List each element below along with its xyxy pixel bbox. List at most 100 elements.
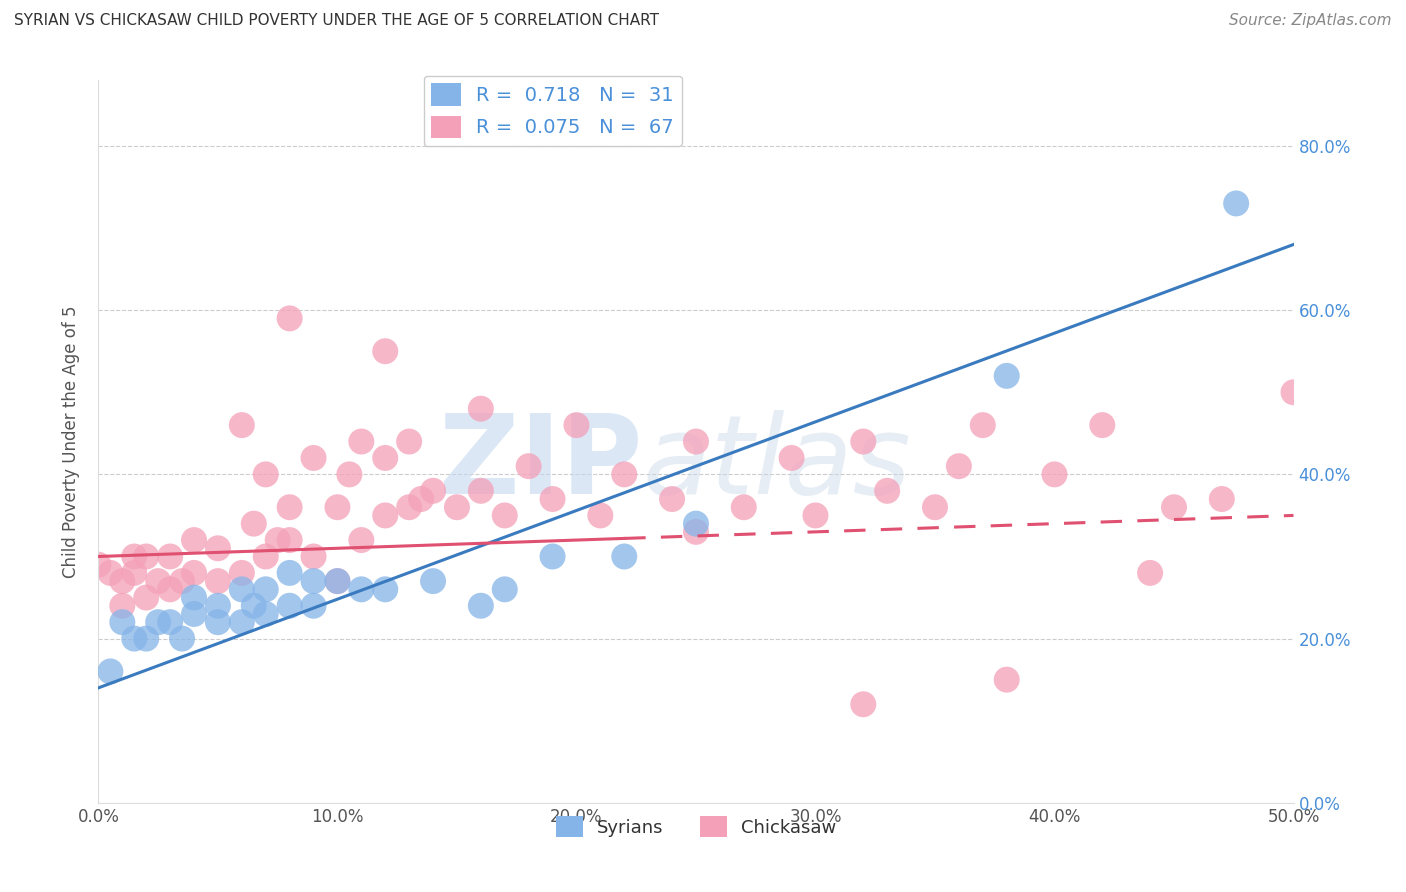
Point <box>278 599 301 613</box>
Point <box>148 615 170 630</box>
Point <box>876 483 898 498</box>
Point <box>135 591 157 605</box>
Point <box>1091 418 1114 433</box>
Point <box>1282 385 1305 400</box>
Point <box>422 483 444 498</box>
Point <box>661 491 683 506</box>
Text: atlas: atlas <box>643 409 911 516</box>
Point <box>541 491 564 506</box>
Point <box>111 615 134 630</box>
Point <box>733 500 755 515</box>
Point <box>613 467 636 482</box>
Point <box>374 344 396 359</box>
Point <box>470 401 492 416</box>
Point <box>278 311 301 326</box>
Point <box>231 615 253 630</box>
Point <box>1043 467 1066 482</box>
Point <box>302 574 325 588</box>
Point <box>398 500 420 515</box>
Point <box>111 574 134 588</box>
Point <box>685 524 707 539</box>
Point <box>326 574 349 588</box>
Point <box>98 566 122 580</box>
Point <box>1139 566 1161 580</box>
Point <box>470 483 492 498</box>
Point <box>411 491 433 506</box>
Point <box>278 533 301 547</box>
Point <box>183 607 205 621</box>
Point <box>780 450 803 465</box>
Point <box>470 599 492 613</box>
Point <box>278 566 301 580</box>
Point <box>207 541 229 556</box>
Point <box>326 574 349 588</box>
Text: SYRIAN VS CHICKASAW CHILD POVERTY UNDER THE AGE OF 5 CORRELATION CHART: SYRIAN VS CHICKASAW CHILD POVERTY UNDER … <box>14 13 659 29</box>
Point <box>124 549 146 564</box>
Point <box>172 574 194 588</box>
Point <box>302 450 325 465</box>
Point <box>422 574 444 588</box>
Point <box>565 418 588 433</box>
Point <box>541 549 564 564</box>
Point <box>87 558 110 572</box>
Point <box>1163 500 1185 515</box>
Point <box>1211 491 1233 506</box>
Point <box>159 582 181 597</box>
Point <box>494 508 516 523</box>
Point <box>207 599 229 613</box>
Point <box>231 566 253 580</box>
Point <box>148 574 170 588</box>
Point <box>589 508 612 523</box>
Point <box>254 549 277 564</box>
Point <box>494 582 516 597</box>
Point <box>183 533 205 547</box>
Point <box>135 549 157 564</box>
Point <box>302 599 325 613</box>
Point <box>135 632 157 646</box>
Point <box>159 549 181 564</box>
Point <box>326 500 349 515</box>
Text: Source: ZipAtlas.com: Source: ZipAtlas.com <box>1229 13 1392 29</box>
Point <box>350 533 373 547</box>
Point <box>924 500 946 515</box>
Point <box>207 574 229 588</box>
Point <box>446 500 468 515</box>
Point <box>243 516 266 531</box>
Point <box>1225 196 1247 211</box>
Point <box>613 549 636 564</box>
Point <box>254 607 277 621</box>
Point <box>350 434 373 449</box>
Point <box>183 566 205 580</box>
Point <box>517 459 540 474</box>
Point <box>350 582 373 597</box>
Point <box>302 549 325 564</box>
Point <box>995 368 1018 383</box>
Point <box>231 582 253 597</box>
Point <box>948 459 970 474</box>
Point <box>374 508 396 523</box>
Point <box>98 665 122 679</box>
Point <box>685 434 707 449</box>
Point <box>374 582 396 597</box>
Point <box>172 632 194 646</box>
Point <box>972 418 994 433</box>
Point <box>852 434 875 449</box>
Point <box>278 500 301 515</box>
Text: ZIP: ZIP <box>439 409 643 516</box>
Point <box>124 566 146 580</box>
Point <box>339 467 361 482</box>
Point <box>398 434 420 449</box>
Point <box>124 632 146 646</box>
Point <box>111 599 134 613</box>
Point <box>995 673 1018 687</box>
Y-axis label: Child Poverty Under the Age of 5: Child Poverty Under the Age of 5 <box>62 305 80 578</box>
Point <box>254 467 277 482</box>
Point <box>267 533 290 547</box>
Point <box>183 591 205 605</box>
Point <box>159 615 181 630</box>
Legend: Syrians, Chickasaw: Syrians, Chickasaw <box>548 809 844 845</box>
Point <box>207 615 229 630</box>
Point <box>374 450 396 465</box>
Point <box>243 599 266 613</box>
Point <box>685 516 707 531</box>
